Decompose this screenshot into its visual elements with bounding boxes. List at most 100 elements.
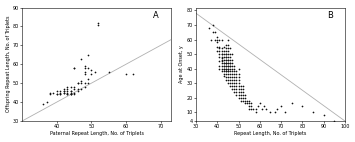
Point [223, 53, 229, 55]
Point [234, 70, 239, 73]
Point [214, 41, 220, 44]
Point [54, 93, 60, 96]
Point [223, 47, 229, 49]
Point [217, 50, 222, 52]
Point [68, 93, 73, 96]
Point [61, 89, 67, 92]
Point [47, 91, 53, 94]
Point [272, 111, 278, 113]
Point [238, 97, 244, 99]
Point [289, 102, 295, 105]
Point [229, 76, 235, 78]
Point [223, 76, 229, 78]
Point [240, 94, 246, 96]
Point [240, 85, 246, 87]
Point [229, 88, 235, 90]
Point [223, 79, 229, 81]
Point [221, 67, 226, 70]
Point [231, 82, 237, 84]
Point [231, 73, 237, 76]
Point [236, 82, 241, 84]
Point [65, 89, 70, 92]
Point [234, 91, 239, 93]
Point [225, 82, 231, 84]
Point [219, 70, 224, 73]
Point [221, 56, 226, 58]
Point [234, 94, 239, 96]
Point [229, 62, 235, 64]
Point [274, 108, 280, 110]
Point [223, 62, 229, 64]
Point [61, 91, 67, 94]
Point [219, 53, 224, 55]
Point [212, 31, 218, 33]
Point [223, 67, 229, 70]
Point [106, 71, 111, 73]
Point [227, 73, 233, 76]
Point [219, 60, 224, 62]
Point [231, 65, 237, 67]
Point [61, 91, 67, 94]
Point [225, 50, 231, 52]
Point [217, 67, 222, 70]
Point [223, 70, 229, 73]
Point [244, 99, 250, 102]
Point [219, 62, 224, 64]
Point [71, 86, 77, 88]
Point [229, 85, 235, 87]
Point [219, 56, 224, 58]
Point [217, 56, 222, 58]
Point [259, 108, 265, 110]
Point [47, 93, 53, 96]
Point [221, 67, 226, 70]
Point [229, 53, 235, 55]
Point [210, 31, 216, 33]
Point [231, 79, 237, 81]
Point [225, 73, 231, 76]
Point [95, 22, 101, 24]
Point [227, 76, 233, 78]
Point [253, 111, 258, 113]
Point [236, 73, 241, 76]
Text: A: A [153, 11, 159, 20]
Point [321, 114, 326, 116]
Point [229, 65, 235, 67]
Point [240, 88, 246, 90]
Point [78, 88, 84, 90]
Point [231, 88, 237, 90]
Point [236, 79, 241, 81]
Point [219, 65, 224, 67]
Point [227, 65, 233, 67]
Point [221, 62, 226, 64]
Point [331, 120, 337, 122]
Point [246, 105, 252, 107]
Point [65, 88, 70, 90]
Point [89, 69, 94, 71]
Point [227, 65, 233, 67]
Point [221, 65, 226, 67]
Point [217, 53, 222, 55]
Point [82, 82, 87, 84]
Point [75, 82, 81, 84]
Point [253, 108, 258, 110]
Point [217, 65, 222, 67]
Point [234, 88, 239, 90]
Point [44, 101, 49, 103]
Point [206, 27, 212, 29]
Point [229, 67, 235, 70]
Point [212, 38, 218, 41]
Point [223, 62, 229, 64]
Y-axis label: Offspring Repeat Length, No. of Triplets: Offspring Repeat Length, No. of Triplets [6, 16, 11, 112]
Point [78, 80, 84, 82]
Point [82, 65, 87, 67]
Point [229, 59, 235, 61]
Point [263, 108, 269, 110]
Point [283, 111, 288, 113]
Point [225, 38, 231, 41]
Point [82, 67, 87, 69]
Point [234, 85, 239, 87]
Point [65, 86, 70, 88]
Point [225, 76, 231, 78]
Point [214, 46, 220, 48]
Point [95, 23, 101, 26]
